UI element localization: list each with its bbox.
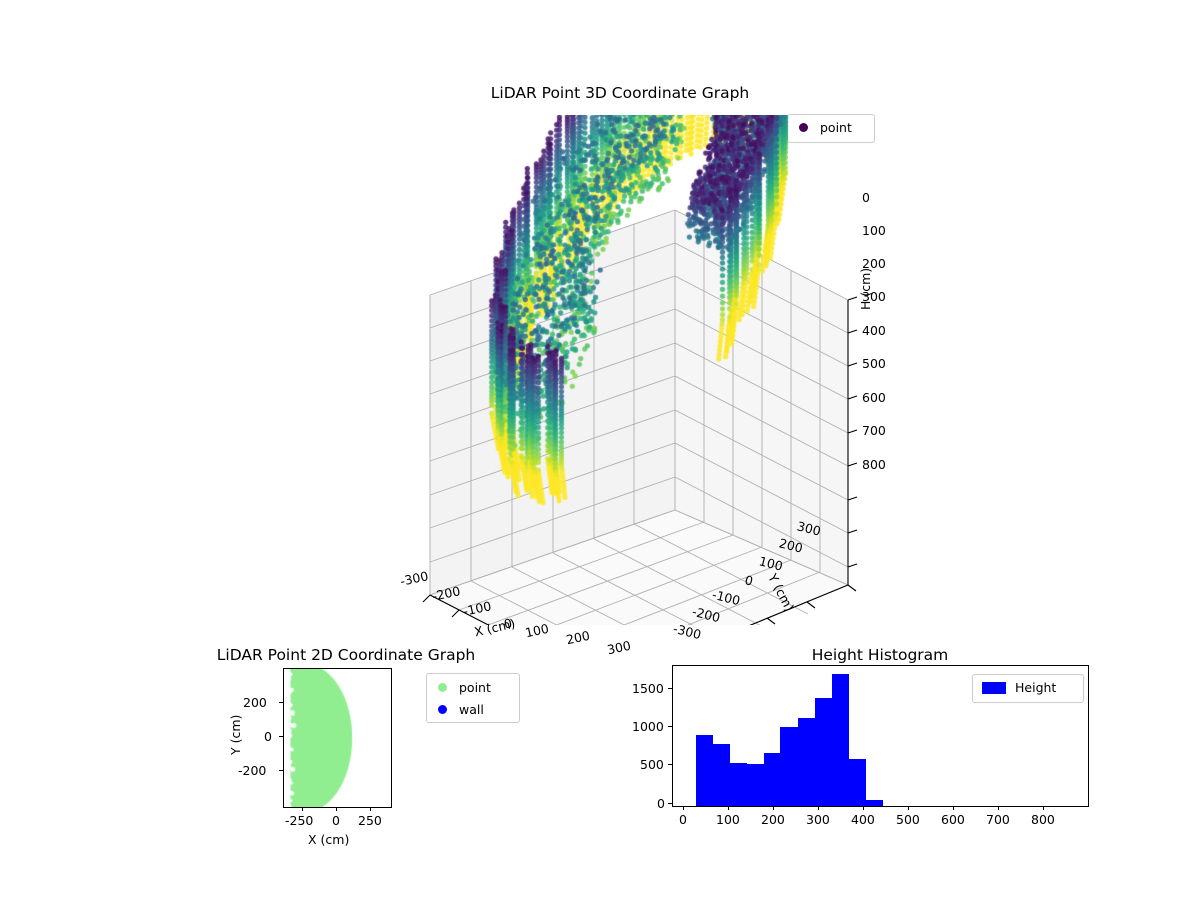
plot2d-ytick-mark-neg200 xyxy=(279,770,283,771)
histogram-bar xyxy=(815,698,833,806)
plot3d-xtick-5: 200 xyxy=(565,628,591,648)
hist-xtick-mark-800 xyxy=(1043,806,1044,810)
hist-xtick-mark-600 xyxy=(953,806,954,810)
legend-label-height: Height xyxy=(1015,680,1056,695)
plot3d-ztick-7: 700 xyxy=(862,423,886,438)
plot2d-legend[interactable]: point wall xyxy=(426,673,520,723)
plot2d-point-cloud xyxy=(284,669,391,807)
plot2d-xtick-label-neg250: -250 xyxy=(285,813,313,828)
height-swatch-icon xyxy=(982,682,1006,694)
hist-ytick-label-1500: 1500 xyxy=(632,681,664,696)
plot3d-ztick-0: 0 xyxy=(862,190,870,205)
legend-label-wall: wall xyxy=(459,702,484,717)
plot2d-ytick-mark-200 xyxy=(279,702,283,703)
plot3d-xtick-6: 300 xyxy=(606,638,632,658)
plot2d-ytick-label-200: 200 xyxy=(243,695,267,710)
plot2d-xtick-mark-neg250 xyxy=(302,807,303,811)
plot3d-xtick-4: 100 xyxy=(524,621,550,641)
histogram-legend[interactable]: Height xyxy=(972,674,1084,703)
histogram-bar xyxy=(780,727,798,806)
plot2d-ytick-label-0: 0 xyxy=(264,729,272,744)
plot3d-ztick-6: 600 xyxy=(862,390,886,405)
histogram-bar xyxy=(798,718,815,806)
hist-xtick-mark-0 xyxy=(683,806,684,810)
histogram-bar xyxy=(764,753,781,806)
legend-label-point: point xyxy=(459,680,491,695)
histogram-bar xyxy=(730,763,747,806)
hist-xtick-label-800: 800 xyxy=(1031,812,1055,827)
hist-xtick-label-400: 400 xyxy=(851,812,875,827)
plot3d-title: LiDAR Point 3D Coordinate Graph xyxy=(354,84,886,102)
hist-xtick-label-200: 200 xyxy=(761,812,785,827)
hist-xtick-mark-500 xyxy=(908,806,909,810)
hist-ytick-mark-1000 xyxy=(668,726,672,727)
matplotlib-figure: LiDAR Point 3D Coordinate Graph point xyxy=(0,0,1200,900)
hist-ytick-mark-1500 xyxy=(668,688,672,689)
plot2d-title: LiDAR Point 2D Coordinate Graph xyxy=(186,646,506,664)
plot3d-zaxis-label: H (cm) xyxy=(858,268,873,310)
plot2d-xtick-mark-0 xyxy=(336,807,337,811)
plot3d-ztick-5: 500 xyxy=(862,356,886,371)
histogram-bar xyxy=(866,800,883,806)
hist-xtick-label-300: 300 xyxy=(806,812,830,827)
wall-marker-icon xyxy=(438,705,447,714)
plot3d-ztick-8: 800 xyxy=(862,457,886,472)
hist-xtick-mark-400 xyxy=(863,806,864,810)
hist-xtick-label-700: 700 xyxy=(986,812,1010,827)
point-marker-icon xyxy=(438,683,447,692)
histogram-bar xyxy=(712,744,730,806)
plot2d-xtick-label-0: 0 xyxy=(332,813,340,828)
plot2d-xtick-mark-250 xyxy=(370,807,371,811)
hist-xtick-mark-200 xyxy=(773,806,774,810)
hist-ytick-label-0: 0 xyxy=(657,796,665,811)
hist-xtick-label-600: 600 xyxy=(941,812,965,827)
hist-xtick-mark-300 xyxy=(818,806,819,810)
histogram-title: Height Histogram xyxy=(720,646,1040,664)
plot3d-ztick-1: 100 xyxy=(862,223,886,238)
plot2d-ytick-mark-0 xyxy=(279,736,283,737)
histogram-bar xyxy=(696,735,713,807)
hist-xtick-label-100: 100 xyxy=(716,812,740,827)
histogram-bar xyxy=(832,674,849,806)
plot2d-xtick-label-250: 250 xyxy=(358,813,382,828)
hist-ytick-label-500: 500 xyxy=(640,757,664,772)
legend-entry-wall: wall xyxy=(427,698,519,720)
hist-xtick-mark-100 xyxy=(728,806,729,810)
histogram-bar xyxy=(746,764,764,806)
hist-xtick-label-0: 0 xyxy=(679,812,687,827)
hist-ytick-mark-500 xyxy=(668,764,672,765)
hist-xtick-mark-700 xyxy=(998,806,999,810)
histogram-bar xyxy=(849,759,867,806)
plot2d-axes[interactable] xyxy=(283,668,392,808)
plot3d-ztick-4: 400 xyxy=(862,323,886,338)
plot2d-xaxis-label: X (cm) xyxy=(308,832,349,847)
hist-ytick-label-1000: 1000 xyxy=(632,719,664,734)
legend-entry-height: Height xyxy=(973,675,1083,700)
plot2d-yaxis-label: Y (cm) xyxy=(228,715,243,755)
hist-xtick-label-500: 500 xyxy=(896,812,920,827)
plot2d-ytick-label-neg200: -200 xyxy=(238,763,266,778)
legend-entry-point: point xyxy=(427,676,519,698)
hist-ytick-mark-0 xyxy=(668,803,672,804)
